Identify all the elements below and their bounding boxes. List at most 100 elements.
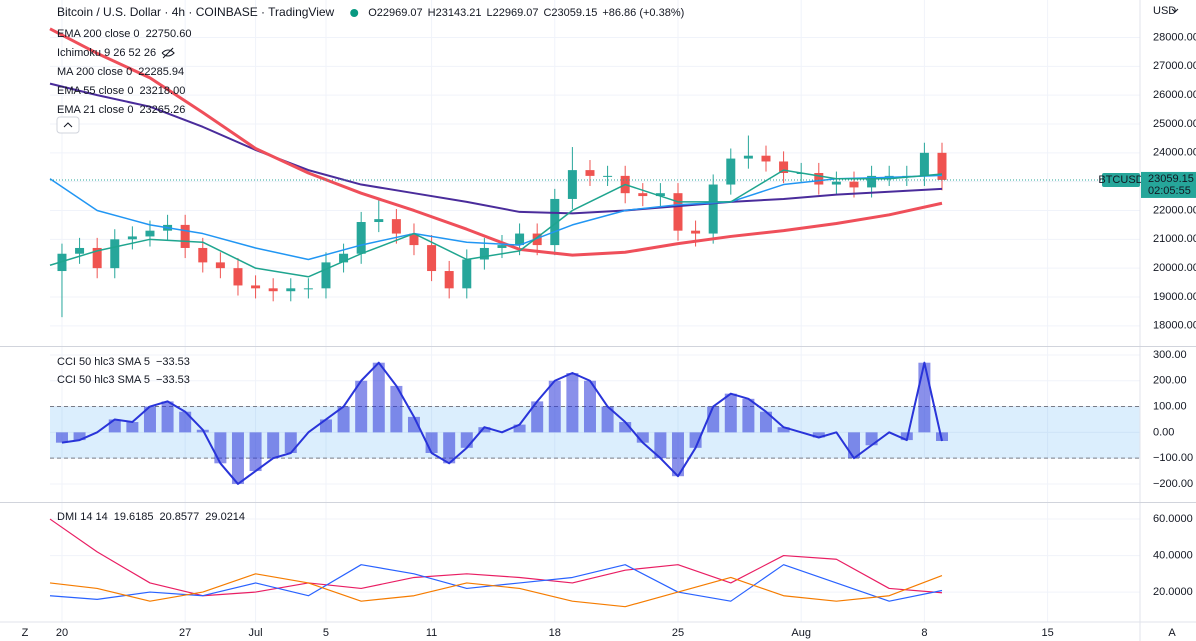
candle-body (849, 181, 859, 188)
y-tick-label: 22000.00 (1153, 204, 1196, 216)
candle-body (497, 245, 507, 248)
indicator-line (49, 169, 943, 278)
y-tick-label: 0.00 (1153, 426, 1174, 438)
candle-body (251, 285, 261, 289)
y-tick-label: 24000.00 (1153, 147, 1196, 159)
candle-body (708, 184, 718, 234)
cci-histogram-bar (671, 432, 684, 477)
candle-body (127, 236, 137, 240)
auto-button[interactable]: A (1168, 627, 1176, 639)
x-tick-label: Aug (791, 627, 811, 639)
y-tick-label: 100.00 (1153, 400, 1187, 412)
symbol-title: Bitcoin / U.S. Dollar · 4h · COINBASE · … (57, 5, 335, 19)
indicator-line (49, 82, 943, 215)
cci-histogram-bar (724, 393, 737, 433)
indicator-line (49, 174, 943, 261)
collapse-legend-button[interactable] (56, 116, 80, 134)
y-tick-label: 19000.00 (1153, 291, 1196, 303)
cci-histogram-bar (707, 406, 720, 433)
candle-body (515, 233, 525, 246)
candle-body (761, 155, 771, 162)
ohlc-value: O22969.07 (368, 7, 422, 19)
candle-body (691, 230, 701, 234)
candle-body (884, 175, 894, 177)
candle-body (391, 219, 401, 234)
cci-histogram-bar (601, 406, 614, 433)
candle-body (145, 230, 155, 237)
market-status-dot (350, 9, 359, 17)
candle-body (286, 288, 296, 292)
cci-histogram-bar (214, 432, 227, 464)
currency-label[interactable]: USD (1153, 5, 1176, 17)
collapse-icon[interactable] (63, 122, 73, 128)
hide-icon[interactable] (161, 47, 175, 59)
cci-histogram-bar (636, 432, 649, 443)
candle-body (409, 233, 419, 246)
cci-histogram-bar (689, 432, 702, 448)
cci-histogram-bar (407, 416, 420, 433)
ohlc-value: H23143.21 (428, 7, 482, 19)
last-price-text: 23059.15 (1148, 173, 1194, 185)
dmi-legend-name: DMI 14 14 (57, 511, 108, 523)
y-tick-label: 20.0000 (1153, 586, 1193, 598)
y-tick-label: 18000.00 (1153, 320, 1196, 332)
indicator-legend-name: EMA 55 close 0 (57, 85, 133, 97)
cci-legend-value: −33.53 (156, 356, 190, 368)
dmi-legend-value: 19.6185 (114, 511, 154, 523)
dmi-legend-value: 20.8577 (160, 511, 200, 523)
y-tick-label: 27000.00 (1153, 60, 1196, 72)
candle-body (655, 193, 665, 197)
currency-dropdown[interactable] (1171, 8, 1179, 13)
cci-legend-value: −33.53 (156, 374, 190, 386)
cci-histogram-bar (918, 362, 931, 433)
y-tick-label: 40.0000 (1153, 549, 1193, 561)
y-tick-label: 26000.00 (1153, 89, 1196, 101)
y-tick-label: 60.0000 (1153, 513, 1193, 525)
cci-histogram-bar (143, 406, 156, 433)
cci-histogram-bar (443, 432, 456, 464)
y-tick-label: 25000.00 (1153, 118, 1196, 130)
x-tick-label: 27 (179, 627, 191, 639)
cci-histogram-bar (249, 432, 262, 472)
candle-body (673, 193, 683, 231)
indicator-legend-value: 22750.60 (146, 28, 192, 40)
y-tick-label: 20000.00 (1153, 262, 1196, 274)
y-tick-label: 300.00 (1153, 349, 1187, 361)
cci-histogram-bar (654, 432, 667, 459)
cci-histogram-bar (231, 432, 244, 484)
indicator-legend-name: MA 200 close 0 (57, 66, 132, 78)
x-tick-label: 18 (549, 627, 561, 639)
cci-histogram-bar (55, 432, 68, 443)
candle-body (779, 161, 789, 173)
cci-histogram-bar (478, 427, 491, 433)
scale-button[interactable]: Z (22, 627, 29, 639)
indicator-legend-name: Ichimoku 9 26 52 26 (57, 47, 156, 59)
cci-legend-name: CCI 50 hlc3 SMA 5 (57, 374, 150, 386)
candle-body (374, 219, 384, 223)
x-tick-label: 5 (323, 627, 329, 639)
indicator-legend-value: 22285.94 (138, 66, 184, 78)
cci-line (61, 361, 943, 485)
ohlc-value: +86.86 (+0.38%) (602, 7, 684, 19)
indicator-legend-value: 23218.00 (139, 85, 185, 97)
countdown-text: 02:05:55 (1148, 185, 1191, 197)
grid-layer (50, 0, 1140, 622)
last-price-badge (1141, 171, 1196, 198)
y-tick-label: 200.00 (1153, 375, 1187, 387)
candle-body (532, 233, 542, 246)
ohlc-value: C23059.15 (543, 7, 597, 19)
cci-histogram-bar (513, 424, 526, 433)
candle-body (75, 247, 85, 254)
candle-body (356, 222, 366, 254)
dmi-line (49, 573, 943, 608)
candle-body (638, 193, 648, 197)
indicator-line (49, 27, 943, 257)
cci-histogram-bar (583, 380, 596, 433)
plot-layer (49, 27, 1140, 608)
candle-body (814, 173, 824, 185)
candle-body (233, 268, 243, 286)
indicator-legend-value: 23265.26 (139, 104, 185, 116)
candle-body (444, 271, 454, 289)
candle-body (919, 152, 929, 176)
